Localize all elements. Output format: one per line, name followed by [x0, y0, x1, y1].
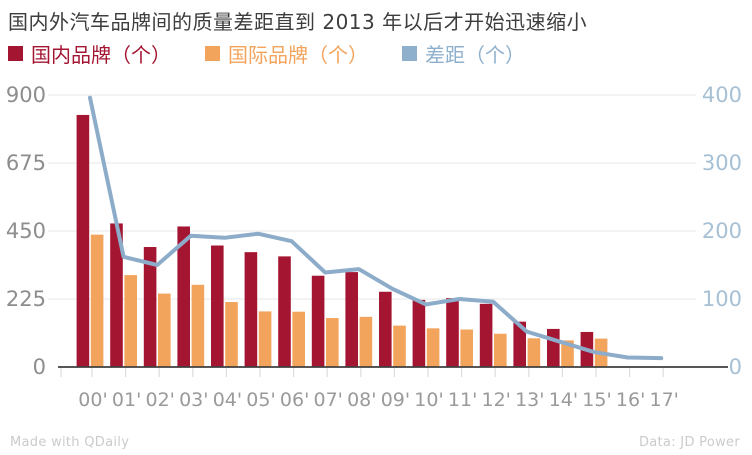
left-axis-tick-label: 0 [33, 355, 46, 379]
bar-domestic-12' [479, 303, 493, 367]
left-axis-tick-label: 675 [6, 151, 46, 175]
bar-international-14' [561, 340, 574, 367]
bar-international-11' [460, 329, 473, 367]
left-axis-tick-label: 900 [6, 83, 46, 107]
x-axis-category-label: 09' [381, 389, 410, 411]
left-axis-tick-label: 450 [6, 219, 46, 243]
bar-domestic-10' [412, 299, 426, 367]
x-axis-category-label: 16' [616, 389, 645, 411]
legend-item-1: 国际品牌（个） [205, 39, 368, 68]
bar-domestic-14' [547, 328, 560, 367]
x-axis-category-label: 15' [582, 389, 611, 411]
bar-international-10' [426, 328, 440, 367]
x-axis-category-label: 00' [78, 389, 107, 411]
right-axis-tick-label: 200 [702, 219, 742, 243]
bar-domestic-09' [379, 291, 392, 367]
bar-domestic-03' [177, 226, 190, 367]
footer-credit: Made with QDaily [10, 435, 130, 450]
right-axis-tick-label: 100 [702, 287, 742, 311]
legend-swatch-icon [205, 46, 220, 61]
bar-international-00' [90, 234, 104, 367]
x-axis-category-label: 13' [515, 389, 544, 411]
bar-domestic-08' [345, 272, 358, 367]
left-axis-tick-label: 225 [6, 287, 46, 311]
bar-international-09' [393, 325, 406, 367]
bar-international-02' [158, 293, 171, 367]
legend-item-0: 国内品牌（个） [8, 39, 171, 68]
x-axis-category-label: 05' [246, 389, 275, 411]
bar-international-12' [494, 333, 507, 367]
chart-plot-area: 0 225 450 675 900 0 100 200 300 400 00' 01' 02' 03' 04… [6, 83, 742, 411]
bar-domestic-06' [278, 256, 291, 367]
right-axis-tick-label: 300 [702, 151, 742, 175]
chart-title: 国内外汽车品牌间的质量差距直到 2013 年以后才开始迅速缩小 [8, 10, 588, 34]
x-axis-category-label: 14' [549, 389, 578, 411]
bar-domestic-00' [76, 114, 90, 367]
bar-international-07' [326, 318, 339, 367]
x-axis-category-label: 11' [448, 389, 477, 411]
legend-label: 国际品牌（个） [228, 43, 368, 67]
bar-domestic-04' [211, 245, 224, 367]
bar-international-04' [225, 302, 238, 367]
bar-international-06' [292, 311, 305, 367]
bar-international-01' [124, 275, 137, 367]
x-axis-category-label: 07' [313, 389, 342, 411]
right-axis-tick-label: 400 [702, 83, 742, 107]
legend-swatch-icon [402, 46, 417, 61]
bar-domestic-02' [143, 247, 157, 367]
x-axis-category-label: 08' [347, 389, 376, 411]
x-axis-category-label: 04' [213, 389, 242, 411]
chart-legend: 国内品牌（个） 国际品牌（个） 差距（个） [8, 39, 525, 68]
right-axis-tick-label: 0 [729, 355, 742, 379]
chart-footer: Made with QDaily Data: JD Power [10, 435, 740, 450]
gap-line-series [88, 95, 664, 361]
legend-label: 差距（个） [425, 43, 525, 67]
x-axis-category-label: 12' [481, 389, 510, 411]
x-axis-category-label: 02' [145, 389, 174, 411]
bar-international-03' [191, 284, 205, 367]
bar-international-13' [527, 338, 541, 367]
x-axis-category-label: 10' [414, 389, 443, 411]
bar-domestic-01' [110, 223, 123, 367]
bar-domestic-11' [446, 298, 459, 367]
x-axis-category-label: 03' [179, 389, 208, 411]
legend-item-2: 差距（个） [402, 39, 525, 68]
legend-swatch-icon [8, 46, 23, 61]
x-axis-category-label: 17' [649, 389, 678, 411]
legend-label: 国内品牌（个） [31, 43, 171, 67]
footer-source: Data: JD Power [638, 435, 740, 450]
bar-domestic-07' [311, 275, 325, 367]
x-axis-category-label: 06' [280, 389, 309, 411]
bar-domestic-05' [244, 252, 258, 367]
bar-domestic-13' [513, 321, 526, 367]
bar-international-05' [258, 311, 272, 367]
bar-international-08' [359, 316, 373, 367]
x-axis-category-label: 01' [112, 389, 141, 411]
